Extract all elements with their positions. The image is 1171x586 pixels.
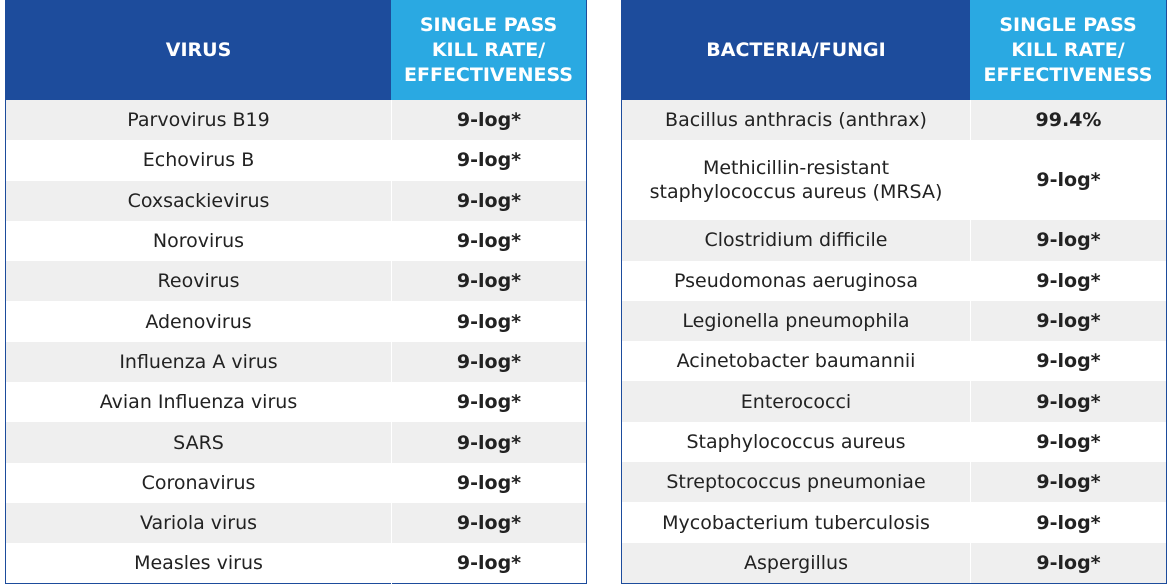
table-row: Mycobacterium tuberculosis 9-log* [622,502,1166,543]
table-row: Measles virus 9-log* [6,543,586,584]
organism-cell: Variola virus [6,502,391,544]
organism-cell: Pseudomonas aeruginosa [674,269,918,292]
rate-cell: 9-log* [391,422,586,463]
organism-cell: Reovirus [6,261,391,302]
header-cell: VIRUS [6,0,391,100]
table-row: Staphylococcus aureus 9-log* [622,421,1166,463]
organism-cell: Echovirus B [142,149,255,172]
table-row: Coronavirus 9-log* [6,462,586,503]
organism-cell: Coxsackievirus [6,180,391,221]
table-row: Influenza A virus 9-log* [6,341,586,383]
organism-cell: Mycobacterium tuberculosis [662,511,930,534]
table-row: Clostridium difficile 9-log* [622,220,1166,261]
table-row: Echovirus B 9-log* [6,140,586,181]
organism-cell: Staphylococcus aureus [686,430,906,453]
table-row: Reovirus 9-log* [6,261,586,302]
organism-cell: Streptococcus pneumoniae [622,462,970,503]
rate-cell: 9-log* [970,220,1166,261]
rate-cell: 9-log* [970,260,1166,301]
table-row: Variola virus 9-log* [6,502,586,544]
table-row: Bacillus anthracis (anthrax) 99.4% [622,100,1166,141]
organism-cell: Avian Influenza virus [99,391,298,414]
organism-cell: Parvovirus B19 [6,100,391,141]
table-row: Parvovirus B19 9-log* [6,100,586,141]
organism-cell: Norovirus [152,230,245,253]
rate-cell: 9-log* [970,462,1166,503]
header-cell: SINGLE PASS KILL RATE/ EFFECTIVENESS [391,0,586,100]
organism-cell: Influenza A virus [6,341,391,383]
organism-cell: Enterococci [622,381,970,422]
rate-cell: 9-log* [391,462,586,503]
organism-cell: Legionella pneumophila [622,300,970,342]
table-row: Acinetobacter baumannii 9-log* [622,341,1166,382]
rate-cell: 9-log* [391,341,586,383]
rate-cell: 9-log* [391,140,586,181]
rate-cell: 9-log* [970,542,1166,583]
header-row: BACTERIA/FUNGI SINGLE PASS KILL RATE/ EFF… [622,0,1166,100]
table-row: Pseudomonas aeruginosa 9-log* [622,260,1166,301]
rate-cell: 9-log* [970,381,1166,422]
table-row: Streptococcus pneumoniae 9-log* [622,462,1166,503]
table-row: Norovirus 9-log* [6,220,586,262]
header-cell: BACTERIA/FUNGI [622,0,970,100]
organism-cell: Aspergillus [622,542,970,583]
table-row: Coxsackievirus 9-log* [6,180,586,221]
table-row: Adenovirus 9-log* [6,301,586,342]
table-row: Methicillin-resistant staphylococcus aur… [622,140,1166,221]
rate-cell: 9-log* [391,100,586,141]
rate-cell: 9-log* [391,502,586,544]
virus-table: VIRUS SINGLE PASS KILL RATE/ EFFECTIVENES… [5,0,587,584]
header-cell: SINGLE PASS KILL RATE/ EFFECTIVENESS [970,0,1166,100]
table-row: Avian Influenza virus 9-log* [6,382,586,423]
organism-cell: Bacillus anthracis (anthrax) [622,100,970,141]
rate-cell: 9-log* [391,301,586,342]
organism-cell: SARS [6,422,391,463]
organism-cell: Adenovirus [145,310,252,333]
organism-cell: Methicillin-resistant staphylococcus aur… [649,157,943,204]
rate-cell: 99.4% [970,100,1166,141]
rate-cell: 9-log* [391,220,586,262]
organism-cell: Coronavirus [141,471,256,494]
table-row: SARS 9-log* [6,422,586,463]
header-row: VIRUS SINGLE PASS KILL RATE/ EFFECTIVENES… [6,0,586,100]
organism-cell: Acinetobacter baumannii [676,350,916,373]
table-row: Enterococci 9-log* [622,381,1166,422]
table-row: Aspergillus 9-log* [622,542,1166,583]
rate-cell: 9-log* [970,300,1166,342]
rate-cell: 9-log* [970,140,1166,221]
rate-cell: 9-log* [391,543,586,584]
rate-cell: 9-log* [970,502,1166,543]
rate-cell: 9-log* [391,261,586,302]
rate-cell: 9-log* [970,341,1166,382]
bacteria-table: BACTERIA/FUNGI SINGLE PASS KILL RATE/ EFF… [621,0,1167,584]
rate-cell: 9-log* [970,421,1166,463]
organism-cell: Measles virus [134,552,263,575]
rate-cell: 9-log* [391,382,586,423]
table-row: Legionella pneumophila 9-log* [622,300,1166,342]
rate-cell: 9-log* [391,180,586,221]
organism-cell: Clostridium difficile [622,220,970,261]
